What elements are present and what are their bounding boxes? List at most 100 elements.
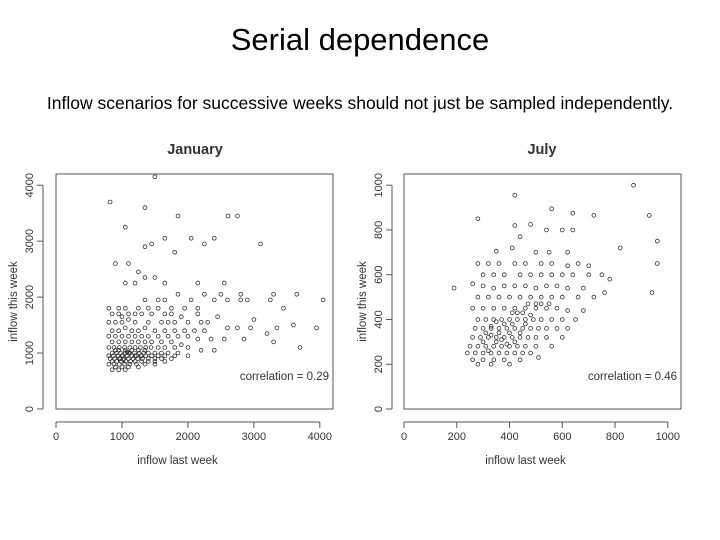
- data-point: [202, 241, 207, 247]
- data-point: [142, 361, 148, 367]
- data-point: [517, 330, 523, 336]
- data-point: [202, 291, 207, 297]
- data-point: [549, 343, 554, 349]
- data-point: [467, 343, 473, 349]
- data-point: [142, 275, 148, 280]
- data-point: [602, 290, 607, 295]
- data-point: [488, 323, 494, 329]
- data-point: [525, 335, 531, 340]
- data-point: [124, 349, 130, 355]
- data-point: [549, 206, 554, 212]
- data-point: [575, 294, 581, 300]
- data-point: [123, 305, 128, 311]
- data-point: [533, 301, 539, 307]
- data-point: [470, 281, 475, 287]
- data-point: [517, 294, 523, 300]
- data-point: [533, 335, 539, 340]
- y-tick-label: 2000: [24, 285, 36, 309]
- x-axis-label: inflow last week: [137, 455, 218, 467]
- y-tick-label: 3000: [24, 229, 36, 253]
- data-point: [499, 337, 504, 342]
- data-point: [142, 325, 148, 331]
- data-point: [493, 339, 499, 345]
- data-point: [509, 245, 515, 251]
- data-point: [565, 326, 570, 331]
- data-point: [520, 350, 525, 356]
- data-point: [106, 361, 112, 367]
- data-point: [132, 280, 138, 286]
- data-point: [509, 310, 515, 316]
- data-point: [504, 326, 510, 331]
- correlation-annotation: correlation = 0.29: [240, 371, 329, 383]
- data-point: [504, 350, 510, 356]
- data-point: [491, 343, 497, 349]
- data-point: [570, 227, 576, 233]
- data-point: [169, 311, 174, 317]
- data-point: [179, 314, 184, 320]
- data-point: [142, 244, 148, 250]
- data-point: [559, 294, 565, 300]
- data-point: [528, 222, 533, 227]
- plot-frame: [403, 173, 682, 410]
- data-point: [515, 343, 520, 349]
- data-point: [486, 261, 491, 266]
- data-point: [565, 285, 570, 291]
- data-point: [148, 345, 154, 350]
- data-point: [221, 280, 227, 286]
- data-point: [139, 353, 145, 359]
- data-point: [483, 330, 489, 336]
- data-point: [654, 261, 660, 266]
- data-point: [212, 236, 217, 241]
- x-tick-label: 3000: [242, 431, 266, 443]
- data-point: [146, 305, 151, 311]
- data-point: [113, 319, 118, 325]
- data-point: [546, 301, 552, 307]
- data-point: [185, 345, 191, 350]
- data-point: [464, 350, 470, 356]
- data-point: [538, 272, 544, 278]
- data-point: [119, 314, 125, 320]
- data-point: [225, 297, 230, 303]
- data-point: [520, 326, 525, 331]
- data-point: [126, 364, 131, 370]
- data-point: [162, 236, 168, 241]
- data-point: [480, 272, 486, 278]
- data-point: [470, 357, 475, 363]
- data-point: [179, 342, 184, 348]
- data-point: [165, 333, 171, 339]
- data-point: [212, 297, 217, 303]
- y-tick-label: 200: [373, 355, 385, 373]
- slide-title: Serial dependence: [230, 22, 490, 57]
- data-point: [480, 283, 486, 289]
- data-point: [488, 361, 494, 367]
- chart-title: January: [167, 142, 223, 158]
- data-point: [538, 261, 544, 266]
- data-point: [241, 336, 247, 342]
- data-point: [271, 339, 276, 345]
- data-point: [152, 174, 158, 180]
- data-point: [135, 356, 141, 361]
- data-point: [496, 350, 502, 356]
- data-point: [565, 263, 570, 269]
- data-point: [472, 350, 478, 356]
- data-point: [544, 305, 549, 311]
- data-point: [507, 361, 512, 367]
- data-point: [573, 317, 578, 322]
- data-point: [570, 272, 576, 278]
- data-point: [480, 305, 486, 311]
- data-point: [152, 361, 158, 367]
- data-point: [480, 326, 486, 331]
- data-point: [139, 333, 145, 339]
- data-point: [152, 275, 158, 280]
- data-point: [496, 294, 502, 300]
- data-point: [152, 328, 158, 334]
- data-point: [122, 361, 127, 367]
- data-point: [488, 326, 494, 331]
- data-point: [172, 250, 178, 255]
- data-point: [586, 272, 591, 278]
- data-point: [172, 319, 178, 325]
- data-point: [451, 285, 457, 291]
- data-point: [559, 227, 565, 233]
- data-point: [113, 364, 118, 370]
- data-point: [507, 330, 512, 336]
